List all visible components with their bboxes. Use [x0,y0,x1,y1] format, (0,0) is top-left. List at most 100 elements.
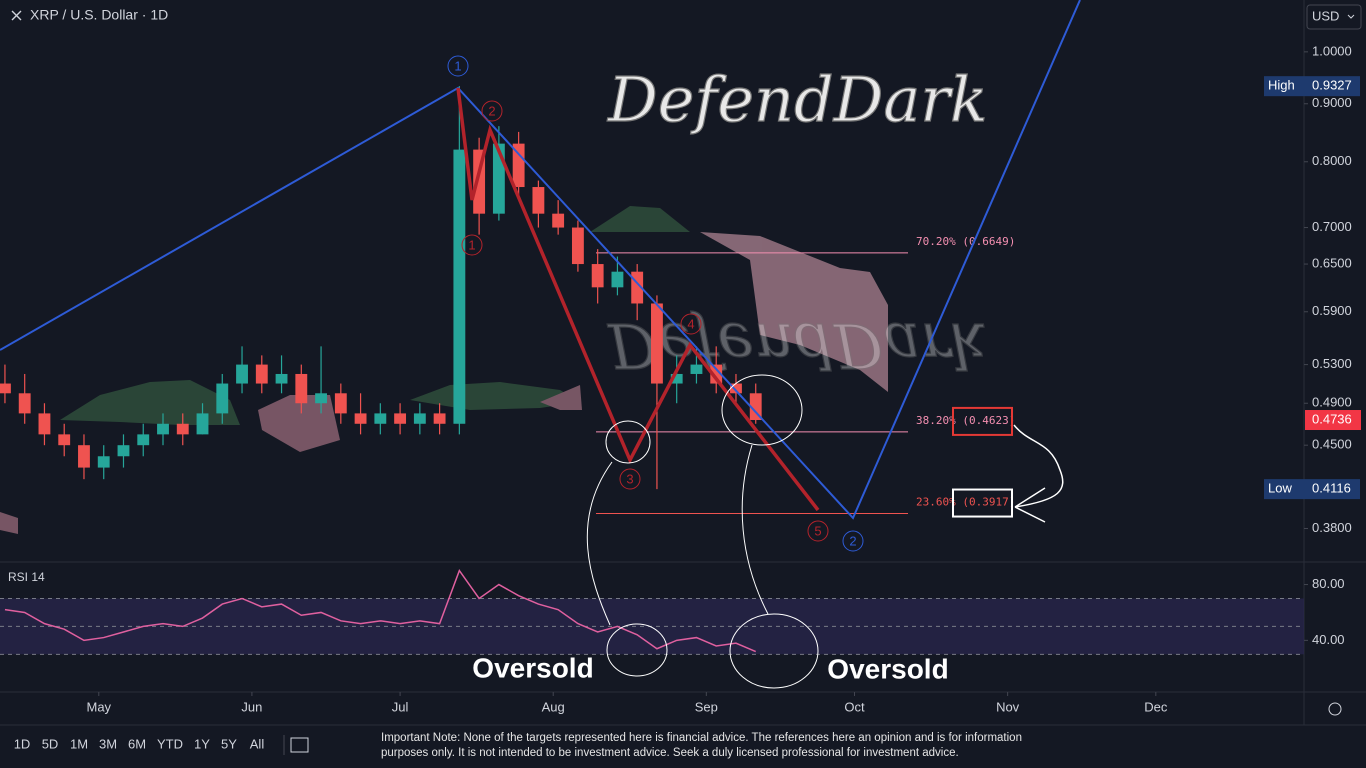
candle-body [532,187,545,214]
annotation: Oversold [827,653,948,684]
fib-label: 70.20% (0.6649) [916,235,1015,248]
arrow [1013,424,1064,523]
wave-label: 5 [814,523,821,538]
candle-body [275,373,288,384]
price-tag-value: 0.4116 [1312,481,1351,496]
highlight-circle [605,420,651,464]
candle-body [413,413,426,424]
candle-body [611,271,624,288]
x-tick-label: Jun [241,699,262,714]
candle-body [157,423,169,435]
wave-label: 2 [488,103,495,118]
candle-body [255,364,268,384]
wave-circle [461,234,483,256]
candle-body [591,264,604,288]
timeframe-button[interactable]: 3M [99,736,117,751]
wave-label: 1 [454,58,461,73]
connector [586,461,613,626]
settings-icon[interactable] [1328,702,1342,716]
candle-body [571,227,584,265]
y-tick-label: 0.5900 [1312,303,1352,318]
fib-label: 38.20% (0.4623) [916,414,1015,427]
wave-circle [842,530,864,552]
timeframe-button[interactable]: 1M [70,736,88,751]
timeframe-button[interactable]: 5Y [221,736,237,751]
calendar-icon[interactable] [290,737,309,753]
note-line: Important Note: None of the targets repr… [381,732,1022,744]
price-tag [1264,76,1360,97]
y-tick-label: 80.00 [1312,576,1345,591]
marks: 1.0000 0.9000 0.8000 0.7000 0.6500 0.5900 0.53… [0,43,1361,714]
candle-body [216,383,229,414]
candle-body [552,213,565,228]
y-tick-label: 0.5300 [1312,356,1352,371]
timeframe-button[interactable]: 1Y [194,736,210,751]
candle-body [690,364,703,374]
candle-body [710,364,723,384]
close-icon[interactable] [11,10,22,21]
candle-body [730,383,742,394]
timeframe-button[interactable]: 5D [42,736,59,751]
candle-body [38,413,51,435]
blue-wave [0,0,1081,520]
connector [741,444,769,615]
x-tick-label: Jul [392,699,409,714]
y-tick-label: 1.0000 [1312,43,1352,58]
candle-body [492,143,505,214]
wave-circle [619,468,641,490]
x-tick-label: May [87,699,112,714]
highlight-circle [729,613,819,689]
wave-circle [481,100,503,122]
candle-body [651,303,663,384]
candle-body [473,149,486,214]
candle-body [374,413,387,424]
fib-label: 23.60% (0.3917) [916,496,1015,509]
candle-body [453,149,466,424]
candle-body [749,393,762,421]
timeframe-button[interactable]: 6M [128,736,146,751]
red-wave [456,87,820,512]
timeframe-button[interactable]: YTD [157,736,183,751]
price-tag-value: 0.9327 [1312,78,1352,93]
candle-body [176,423,189,435]
x-tick-label: Aug [542,699,565,714]
candle-body [670,373,683,384]
y-tick-label: 0.9000 [1312,95,1352,110]
price-tag [1264,479,1360,500]
y-tick-label: 0.4500 [1312,437,1352,452]
wave-label: 4 [687,316,694,331]
cloud [0,206,888,534]
highlight-circle [606,623,668,677]
price-tag-name: High [1268,78,1295,93]
fib-box [952,488,1013,518]
y-tick-label: 40.00 [1312,632,1345,647]
last-price-tag [1305,410,1361,431]
currency-button[interactable] [1306,4,1362,30]
wave-circle [807,520,829,542]
x-tick-label: Dec [1144,699,1168,714]
indicator-title: RSI 14 [8,570,45,584]
candle-body [117,445,130,457]
wave-circle [447,55,469,77]
candle-body [196,413,209,435]
y-tick-label: 0.3800 [1312,520,1352,535]
wave-label: 2 [849,533,856,548]
candle-body [631,271,644,304]
y-tick-label: 0.8000 [1312,153,1352,168]
candle-body [315,393,327,404]
y-tick-label: 0.4900 [1312,395,1352,410]
timeframe-button[interactable]: All [250,736,265,751]
last-price-value: 0.4736 [1312,411,1352,426]
candle-body [97,456,110,468]
candle-body [236,364,248,384]
x-tick-label: Oct [844,699,865,714]
note-line: purposes only. It is not intended to be … [381,747,959,759]
price-tag-name: Low [1268,481,1292,496]
candle-body [334,393,347,414]
x-tick-label: Sep [695,699,718,714]
symbol-title: XRP / U.S. Dollar · 1D [30,7,168,23]
y-tick-label: 0.7000 [1312,219,1352,234]
watermark-reflection: DefendDark [607,309,988,382]
highlight-circle [721,374,803,446]
timeframe-button[interactable]: 1D [14,736,31,751]
